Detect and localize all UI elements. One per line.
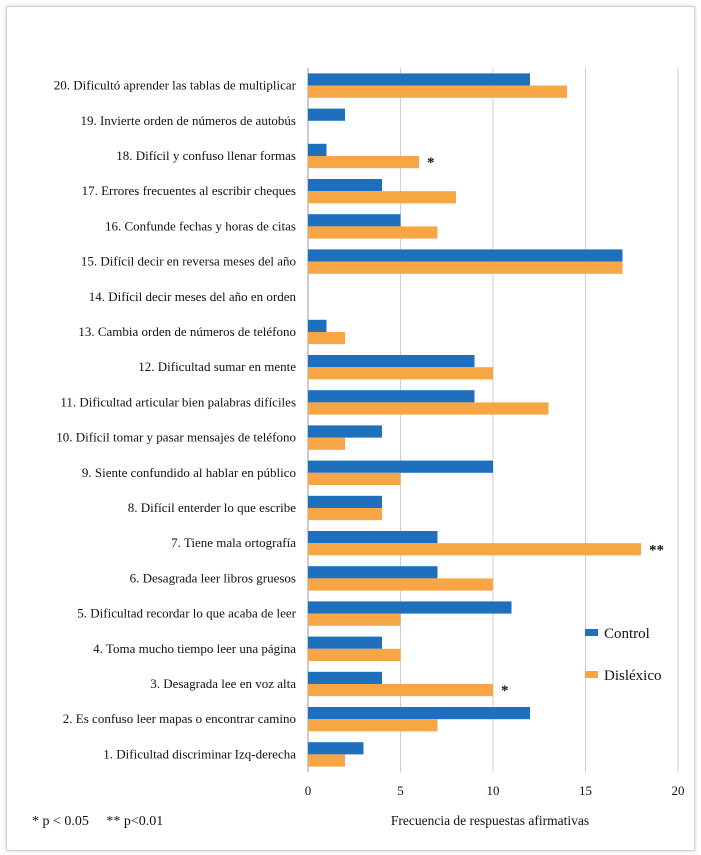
bar-dislexico <box>308 684 493 697</box>
legend-label-control: Control <box>604 626 650 642</box>
bar-control <box>308 249 623 262</box>
bar-dislexico <box>308 578 493 591</box>
bar-control <box>308 460 493 473</box>
significance-footnote: * p < 0.05 ** p<0.01 <box>32 814 163 829</box>
bar-dislexico <box>308 367 493 380</box>
bar-control <box>308 601 512 614</box>
category-label: 10. Difícil tomar y pasar mensajes de te… <box>56 430 296 445</box>
category-label: 18. Difícil y confuso llenar formas <box>116 148 296 163</box>
category-label: 12. Dificultad sumar en mente <box>138 359 296 374</box>
bar-dislexico <box>308 613 401 626</box>
bar-control <box>308 390 475 403</box>
bar-control <box>308 355 475 368</box>
legend-swatch-dislexico <box>585 671 598 678</box>
category-label: 4. Toma mucho tiempo leer una página <box>93 641 296 656</box>
bar-dislexico <box>308 85 567 98</box>
category-label: 15. Difícil decir en reversa meses del a… <box>81 254 296 269</box>
bar-dislexico <box>308 719 438 732</box>
x-tick-label: 10 <box>487 783 500 798</box>
category-label: 20. Dificultó aprender las tablas de mul… <box>54 78 297 93</box>
category-label: 19. Invierte orden de números de autobús <box>80 113 296 128</box>
significance-layer: **** <box>427 155 664 699</box>
bar-control <box>308 425 382 438</box>
bar-control <box>308 636 382 649</box>
category-label: 1. Dificultad discriminar Izq-derecha <box>103 746 296 761</box>
category-label: 17. Errores frecuentes al escribir chequ… <box>82 183 296 198</box>
bar-dislexico <box>308 472 401 485</box>
significance-marker: * <box>427 155 435 171</box>
bar-dislexico <box>308 156 419 169</box>
legend-label-dislexico: Disléxico <box>604 668 662 684</box>
bar-control <box>308 319 327 332</box>
bar-dislexico <box>308 402 549 415</box>
category-label: 8. Difícil enterder lo que escribe <box>128 500 296 515</box>
category-label: 9. Siente confundido al hablar en públic… <box>82 465 296 480</box>
bar-control <box>308 214 401 227</box>
bar-dislexico <box>308 332 345 345</box>
x-tick-label: 0 <box>305 783 312 798</box>
x-axis-label: Frecuencia de respuestas afirmativas <box>391 813 589 828</box>
bar-layer <box>308 73 641 767</box>
category-label: 7. Tiene mala ortografía <box>171 535 296 550</box>
legend-swatch-control <box>585 629 598 636</box>
x-tick-layer: 0 5 10 15 20 <box>305 783 685 798</box>
grid-layer <box>307 68 679 772</box>
legend: Control Disléxico <box>585 626 662 684</box>
category-label: 3. Desagrada lee en voz alta <box>150 676 296 691</box>
bar-control <box>308 707 530 720</box>
x-tick-label: 5 <box>397 783 404 798</box>
bar-dislexico <box>308 437 345 450</box>
x-tick-label: 20 <box>672 783 685 798</box>
bar-control <box>308 566 438 579</box>
category-label: 6. Desagrada leer libros gruesos <box>130 570 296 585</box>
category-label-layer: 20. Dificultó aprender las tablas de mul… <box>54 78 297 762</box>
category-label: 2. Es confuso leer mapas o encontrar cam… <box>63 711 296 726</box>
bar-dislexico <box>308 648 401 661</box>
significance-marker: ** <box>649 542 664 558</box>
x-tick-label: 15 <box>579 783 592 798</box>
category-label: 16. Confunde fechas y horas de citas <box>105 218 296 233</box>
bar-control <box>308 179 382 192</box>
bar-control <box>308 495 382 508</box>
bar-control <box>308 108 345 121</box>
bar-control <box>308 143 327 156</box>
bar-dislexico <box>308 754 345 767</box>
bar-control <box>308 671 382 684</box>
category-label: 5. Dificultad recordar lo que acaba de l… <box>77 606 296 621</box>
bar-control <box>308 73 530 86</box>
significance-marker: * <box>501 683 509 699</box>
bar-dislexico <box>308 226 438 239</box>
category-label: 14. Difícil decir meses del año en orden <box>89 289 297 304</box>
category-label: 11. Dificultad articular bien palabras d… <box>60 394 296 409</box>
bar-dislexico <box>308 191 456 204</box>
bar-dislexico <box>308 508 382 521</box>
bar-dislexico <box>308 261 623 274</box>
bar-dislexico <box>308 543 641 556</box>
bar-control <box>308 531 438 544</box>
category-label: 13. Cambia orden de números de teléfono <box>78 324 296 339</box>
bar-control <box>308 742 364 755</box>
